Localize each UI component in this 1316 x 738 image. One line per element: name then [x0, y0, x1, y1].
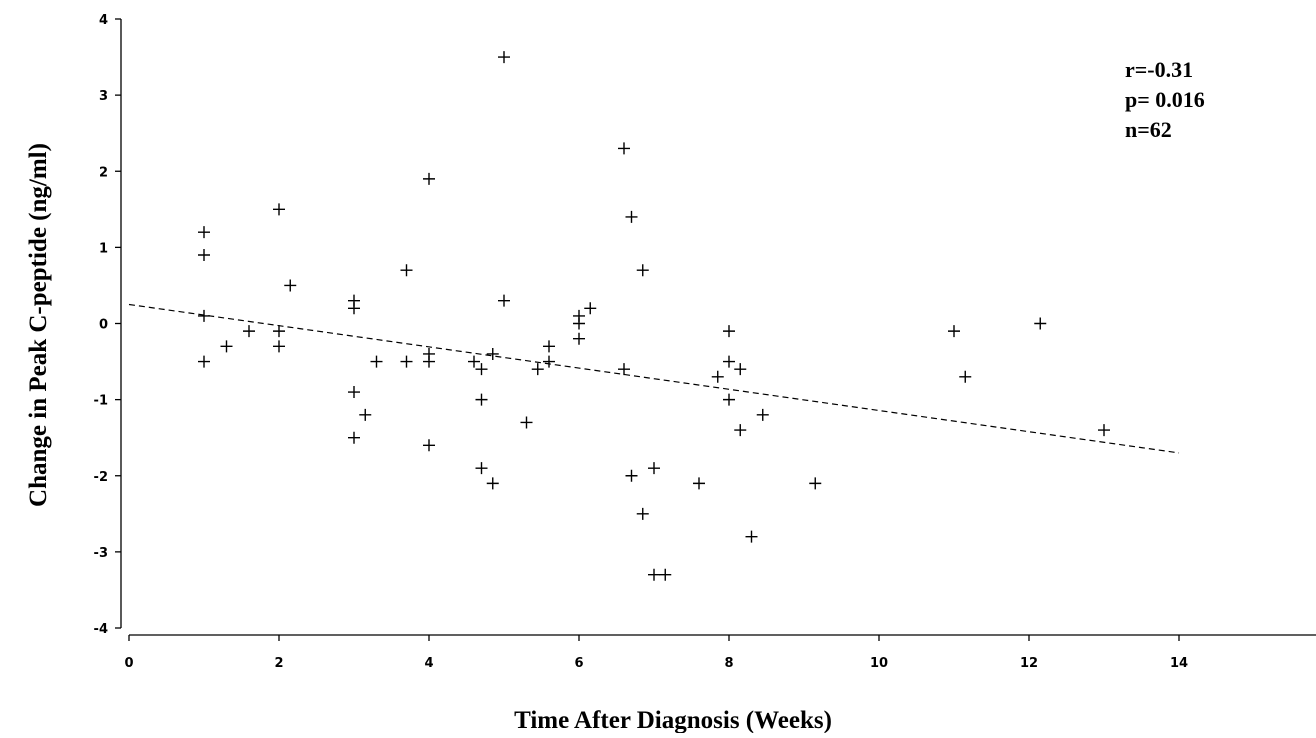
y-tick-label: -1	[94, 394, 108, 409]
data-point	[198, 355, 210, 368]
data-point	[648, 568, 660, 581]
data-point	[468, 355, 480, 368]
data-point	[1098, 424, 1110, 437]
data-point	[273, 340, 285, 353]
data-point	[756, 408, 769, 421]
stats-annotation: r=-0.31 p= 0.016 n=62	[1125, 57, 1205, 142]
data-point	[198, 309, 210, 322]
data-point	[400, 355, 413, 368]
x-tick-label: 6	[574, 656, 583, 671]
data-point	[400, 264, 413, 277]
data-point	[220, 340, 233, 353]
data-point	[618, 363, 630, 376]
data-point	[198, 248, 210, 261]
data-point	[711, 370, 724, 383]
data-point	[359, 408, 372, 421]
y-tick-label: 3	[99, 89, 108, 104]
data-point	[1034, 317, 1047, 330]
data-point	[584, 302, 597, 315]
data-point	[475, 363, 488, 376]
data-point	[959, 370, 972, 383]
data-point	[648, 462, 660, 475]
data-point	[475, 462, 488, 475]
data-point	[423, 172, 435, 185]
x-tick-label: 14	[1170, 656, 1188, 671]
data-point	[531, 363, 544, 376]
data-point	[734, 363, 747, 376]
data-point	[423, 439, 435, 452]
y-tick-label: -3	[94, 546, 108, 561]
data-point	[618, 142, 630, 155]
x-tick-label: 8	[724, 656, 733, 671]
data-point	[498, 294, 510, 307]
data-point	[486, 477, 499, 490]
data-point	[243, 325, 255, 338]
data-point	[423, 355, 435, 368]
y-tick-label: -2	[94, 470, 108, 485]
y-tick-label: -4	[94, 622, 108, 637]
data-point	[659, 568, 672, 581]
data-point	[520, 416, 533, 429]
data-point	[348, 386, 360, 399]
data-point	[636, 507, 649, 520]
data-point	[370, 355, 383, 368]
y-tick-label: 4	[99, 13, 108, 28]
x-tick-label: 12	[1020, 656, 1038, 671]
data-point	[498, 51, 510, 64]
data-point	[486, 347, 499, 360]
y-axis-title: Change in Peak C-peptide (ng/ml)	[25, 143, 52, 507]
data-point	[273, 203, 285, 216]
data-point	[543, 355, 555, 368]
data-point	[948, 325, 960, 338]
y-tick-label: 0	[99, 318, 108, 333]
data-point	[625, 469, 638, 482]
x-tick-label: 2	[274, 656, 283, 671]
x-axis-title: Time After Diagnosis (Weeks)	[514, 707, 832, 733]
data-point	[284, 279, 297, 292]
data-point	[693, 477, 705, 490]
data-point	[723, 355, 735, 368]
stat-n: n=62	[1125, 117, 1172, 142]
data-point	[543, 340, 555, 353]
x-tick-label: 0	[124, 656, 133, 671]
data-points	[198, 51, 1110, 581]
data-point	[809, 477, 822, 490]
y-tick-label: 2	[99, 165, 108, 180]
data-point	[198, 226, 210, 239]
data-point	[273, 325, 285, 338]
stat-r: r=-0.31	[1125, 57, 1193, 82]
trend-line	[128, 303, 1180, 454]
stat-p: p= 0.016	[1125, 87, 1205, 112]
data-point	[475, 393, 488, 406]
data-point	[348, 302, 360, 315]
x-tick-label: 4	[424, 656, 433, 671]
data-point	[625, 210, 638, 223]
y-tick-label: 1	[99, 241, 108, 256]
data-point	[723, 325, 735, 338]
data-point	[734, 424, 747, 437]
data-point	[723, 393, 735, 406]
data-point	[573, 317, 585, 330]
data-point	[573, 332, 585, 345]
data-point	[636, 264, 649, 277]
data-point	[745, 530, 758, 543]
trend-line-group	[128, 303, 1180, 454]
data-point	[348, 431, 360, 444]
x-tick-label: 10	[870, 656, 888, 671]
